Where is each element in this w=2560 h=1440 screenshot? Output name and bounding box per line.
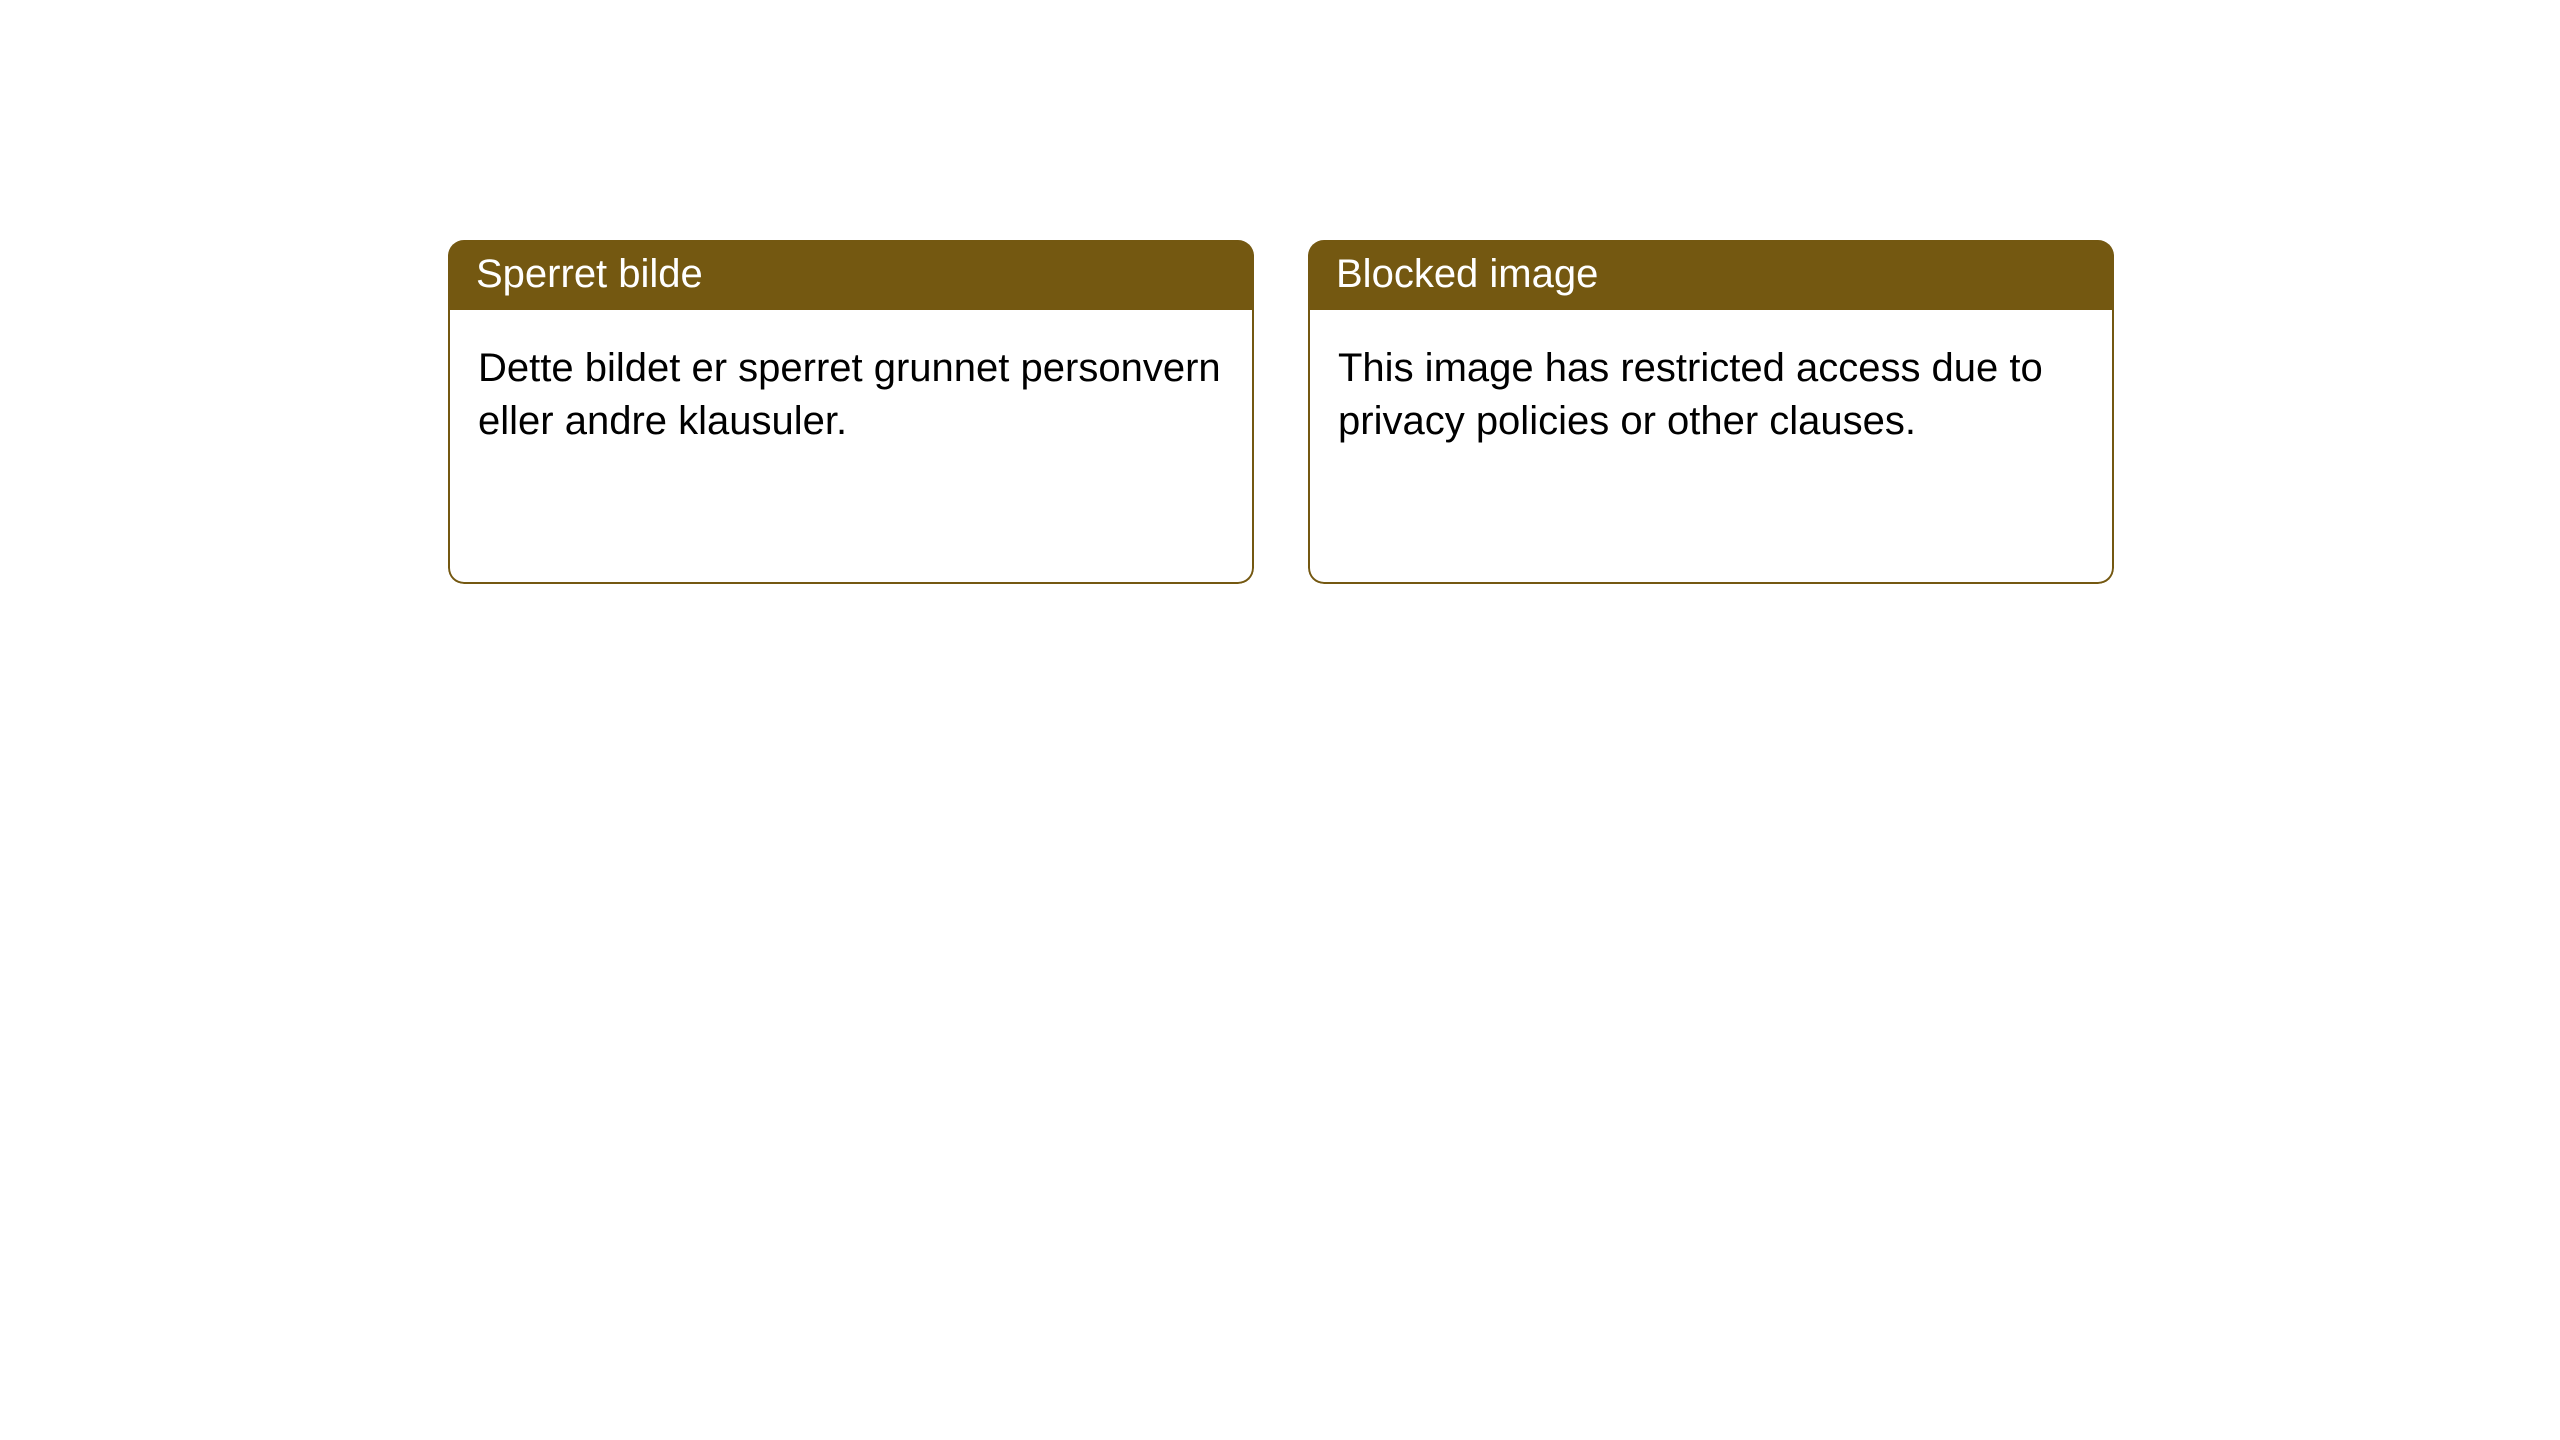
- notice-cards-row: Sperret bilde Dette bildet er sperret gr…: [0, 0, 2560, 584]
- card-header-no: Sperret bilde: [448, 240, 1254, 310]
- card-body-en: This image has restricted access due to …: [1308, 310, 2114, 584]
- blocked-image-card-en: Blocked image This image has restricted …: [1308, 240, 2114, 584]
- card-header-en: Blocked image: [1308, 240, 2114, 310]
- card-body-no: Dette bildet er sperret grunnet personve…: [448, 310, 1254, 584]
- blocked-image-card-no: Sperret bilde Dette bildet er sperret gr…: [448, 240, 1254, 584]
